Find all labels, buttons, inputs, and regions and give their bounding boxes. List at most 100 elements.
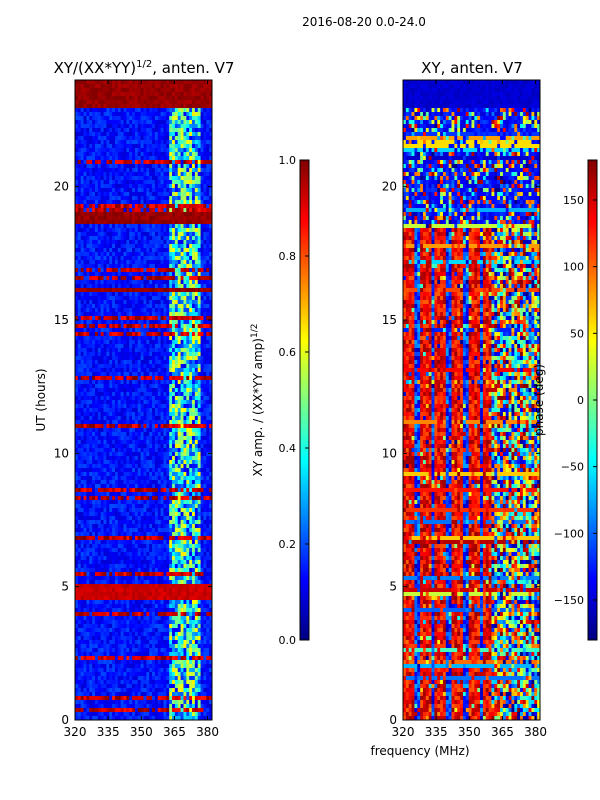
heatmap-cell: [169, 392, 173, 397]
heatmap-cell: [123, 272, 127, 277]
heatmap-cell: [186, 156, 190, 161]
heatmap-cell: [103, 444, 107, 449]
heatmap-cell: [126, 384, 130, 389]
heatmap-cell: [86, 488, 90, 493]
heatmap-cell: [89, 80, 93, 85]
heatmap-cell: [192, 372, 196, 377]
heatmap-cell: [89, 156, 93, 161]
heatmap-cell: [134, 340, 139, 345]
heatmap-cell: [97, 108, 102, 113]
heatmap-cell: [174, 204, 179, 209]
heatmap-cell: [80, 220, 84, 225]
heatmap-cell: [86, 268, 90, 273]
heatmap-cell: [209, 252, 213, 257]
heatmap-cell: [154, 204, 159, 209]
heatmap-cell: [140, 244, 144, 249]
heatmap-cell: [200, 156, 204, 161]
heatmap-cell: [126, 420, 130, 425]
heatmap-cell: [183, 308, 187, 313]
heatmap-cell: [169, 364, 173, 369]
heatmap-cell: [140, 348, 144, 353]
heatmap-cell: [174, 148, 179, 153]
heatmap-cell: [154, 320, 159, 325]
heatmap-cell: [103, 348, 107, 353]
heatmap-cell: [174, 380, 179, 385]
heatmap-cell: [152, 208, 156, 213]
heatmap-cell: [132, 92, 136, 97]
heatmap-cell: [194, 336, 199, 341]
heatmap-cell: [192, 456, 196, 461]
heatmap-cell: [154, 260, 159, 265]
heatmap-cell: [192, 92, 196, 97]
heatmap-cell: [189, 404, 193, 409]
heatmap-cell: [194, 424, 199, 429]
heatmap-cell: [109, 172, 113, 177]
heatmap-cell: [183, 248, 187, 253]
heatmap-cell: [169, 180, 173, 185]
heatmap-cell: [117, 352, 122, 357]
heatmap-cell: [75, 236, 79, 241]
heatmap-cell: [109, 260, 113, 265]
heatmap-cell: [177, 420, 181, 425]
heatmap-cell: [103, 192, 107, 197]
heatmap-cell: [192, 224, 196, 229]
heatmap-cell: [117, 332, 122, 337]
heatmap-cell: [152, 80, 156, 85]
heatmap-cell: [186, 228, 190, 233]
heatmap-cell: [177, 92, 181, 97]
heatmap-cell: [152, 404, 156, 409]
heatmap-cell: [200, 80, 204, 85]
heatmap-cell: [112, 444, 116, 449]
heatmap-cell: [180, 160, 184, 165]
heatmap-cell: [152, 444, 156, 449]
heatmap-cell: [206, 268, 210, 273]
heatmap-cell: [100, 224, 104, 229]
heatmap-cell: [137, 352, 142, 357]
heatmap-cell: [112, 480, 116, 485]
heatmap-cell: [189, 132, 193, 137]
heatmap-cell: [86, 284, 90, 289]
heatmap-cell: [109, 240, 113, 245]
heatmap-cell: [183, 200, 187, 205]
heatmap-cell: [203, 228, 207, 233]
heatmap-cell: [146, 192, 150, 197]
heatmap-cell: [166, 472, 170, 477]
heatmap-cell: [134, 488, 139, 493]
heatmap-cell: [94, 120, 99, 125]
heatmap-cell: [97, 316, 102, 321]
heatmap-cell: [154, 96, 159, 101]
heatmap-cell: [189, 452, 193, 457]
heatmap-cell: [169, 292, 173, 297]
heatmap-cell: [89, 428, 93, 433]
heatmap-cell: [174, 100, 179, 105]
heatmap-cell: [163, 100, 167, 105]
heatmap-cell: [114, 348, 119, 353]
heatmap-cell: [146, 184, 150, 189]
heatmap-cell: [103, 180, 107, 185]
heatmap-cell: [169, 304, 173, 309]
heatmap-cell: [172, 232, 176, 237]
heatmap-cell: [94, 152, 99, 157]
heatmap-cell: [180, 148, 184, 153]
heatmap-cell: [126, 376, 130, 381]
heatmap-cell: [143, 112, 147, 117]
heatmap-cell: [140, 316, 144, 321]
heatmap-cell: [163, 392, 167, 397]
heatmap-cell: [80, 96, 84, 101]
heatmap-cell: [140, 144, 144, 149]
heatmap-cell: [206, 384, 210, 389]
heatmap-cell: [80, 256, 84, 261]
heatmap-cell: [126, 368, 130, 373]
heatmap-cell: [160, 224, 164, 229]
heatmap-cell: [97, 320, 102, 325]
heatmap-cell: [169, 456, 173, 461]
heatmap-cell: [86, 368, 90, 373]
heatmap-cell: [169, 176, 173, 181]
heatmap-cell: [100, 228, 104, 233]
heatmap-cell: [160, 416, 164, 421]
heatmap-cell: [103, 88, 107, 93]
heatmap-cell: [154, 212, 159, 217]
heatmap-cell: [80, 284, 84, 289]
heatmap-cell: [154, 344, 159, 349]
